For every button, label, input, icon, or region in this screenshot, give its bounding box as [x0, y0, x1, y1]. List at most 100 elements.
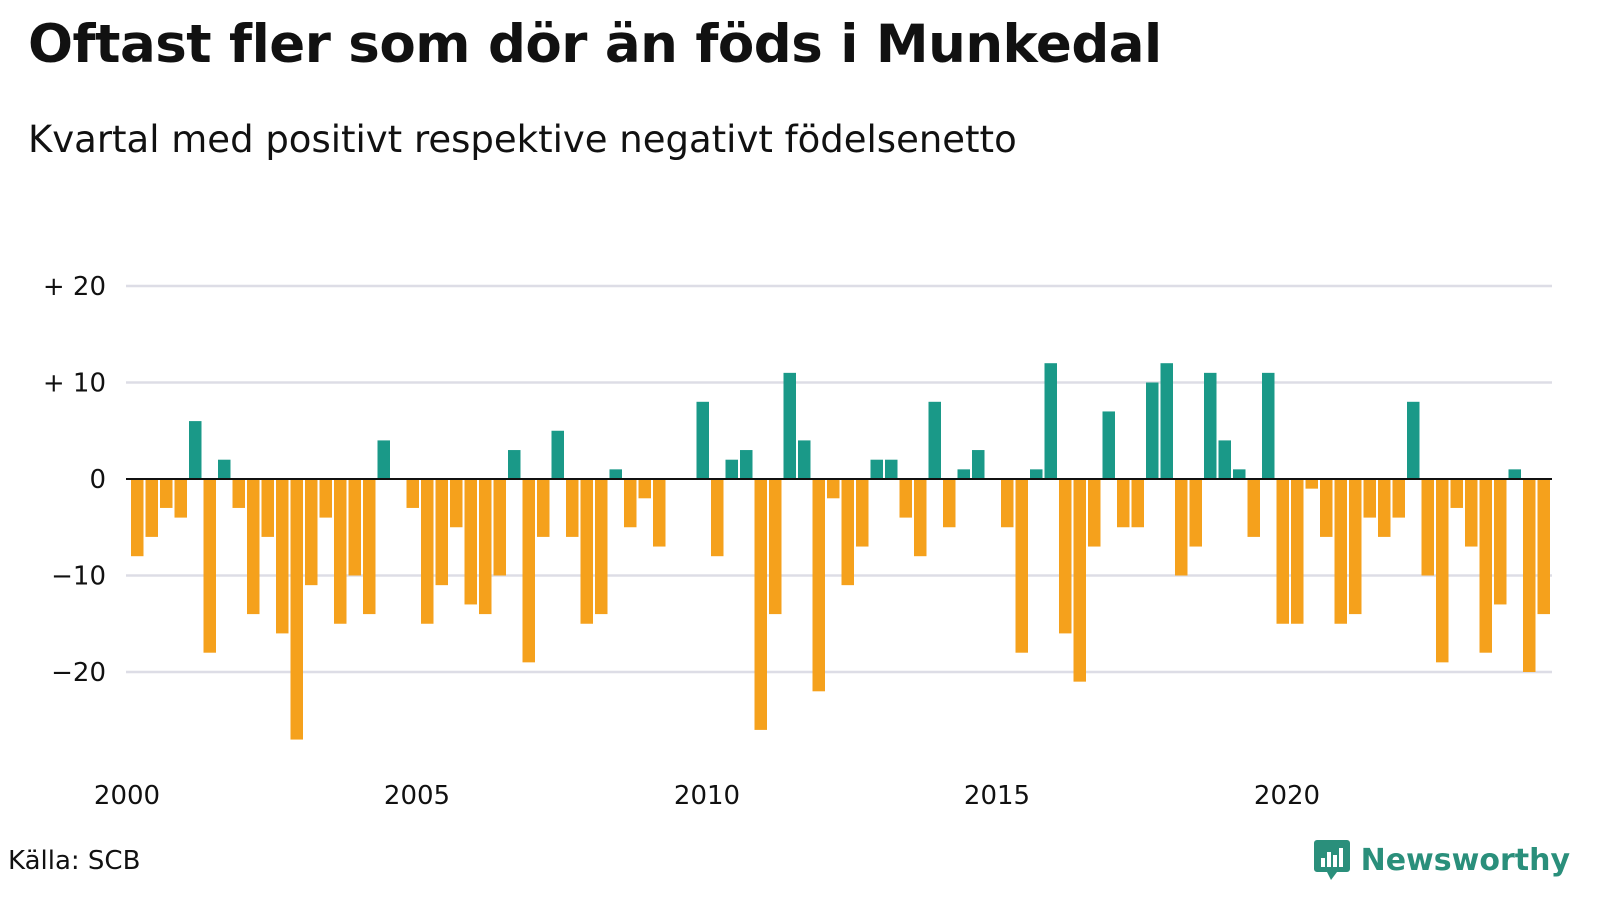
bar	[508, 450, 521, 479]
bar	[319, 479, 332, 518]
bar	[1305, 479, 1318, 489]
bar	[783, 372, 796, 479]
bar	[537, 479, 550, 537]
bar	[827, 479, 840, 499]
x-tick-label: 2000	[94, 781, 160, 811]
y-axis-ticks: + 20 + 10 0 −10 −20	[43, 272, 106, 688]
bar	[1392, 479, 1405, 518]
bar	[812, 479, 825, 692]
bar	[131, 479, 144, 557]
bar	[1334, 479, 1347, 624]
bar	[1233, 469, 1246, 479]
bar	[841, 479, 854, 586]
bar	[1160, 363, 1173, 479]
bar	[1363, 479, 1376, 518]
bar	[174, 479, 187, 518]
bar	[885, 459, 898, 479]
bar	[856, 479, 869, 547]
bar	[595, 479, 608, 615]
bar	[638, 479, 651, 499]
y-tick-label: + 20	[43, 272, 106, 302]
bar	[769, 479, 782, 615]
grid-lines	[126, 284, 1552, 674]
bar	[928, 401, 941, 479]
bar	[870, 459, 883, 479]
bar	[479, 479, 492, 615]
bar	[1073, 479, 1086, 682]
x-tick-label: 2015	[964, 781, 1030, 811]
bar	[943, 479, 956, 528]
bar	[1088, 479, 1101, 547]
bar	[493, 479, 506, 576]
bar	[1494, 479, 1507, 605]
bar	[1102, 411, 1115, 479]
bar	[696, 401, 709, 479]
bar	[1146, 382, 1159, 479]
bar	[1175, 479, 1188, 576]
bar	[972, 450, 985, 479]
y-tick-label: 0	[89, 465, 106, 495]
bar	[247, 479, 260, 615]
brand: Newsworthy	[1313, 838, 1570, 882]
bar	[740, 450, 753, 479]
bar	[1262, 372, 1275, 479]
bar	[261, 479, 274, 537]
bar	[363, 479, 376, 615]
bar	[1523, 479, 1536, 672]
bar	[464, 479, 477, 605]
bar	[421, 479, 434, 624]
brand-name: Newsworthy	[1360, 842, 1570, 878]
bar	[1218, 440, 1231, 479]
bar	[914, 479, 927, 557]
bar	[580, 479, 593, 624]
bar	[1131, 479, 1144, 528]
bar	[232, 479, 245, 508]
bar	[1001, 479, 1014, 528]
bar	[145, 479, 158, 537]
bar	[1059, 479, 1072, 634]
bar	[276, 479, 289, 634]
bar	[1044, 363, 1057, 479]
x-tick-label: 2020	[1254, 781, 1320, 811]
bar	[1421, 479, 1434, 576]
bar	[1204, 372, 1217, 479]
bar	[218, 459, 231, 479]
bar	[624, 479, 637, 528]
bar	[1189, 479, 1202, 547]
bar	[522, 479, 535, 663]
y-tick-label: −20	[51, 658, 106, 688]
bar	[160, 479, 173, 508]
bar	[653, 479, 666, 547]
bar	[1030, 469, 1043, 479]
bar	[1436, 479, 1449, 663]
bar	[406, 479, 419, 508]
y-tick-label: + 10	[43, 369, 106, 399]
bar	[609, 469, 622, 479]
bar	[1450, 479, 1463, 508]
bar	[1015, 479, 1028, 653]
bar	[725, 459, 738, 479]
bars	[131, 363, 1550, 740]
bar	[1276, 479, 1289, 624]
chart-title: Oftast fler som dör än föds i Munkedal	[28, 14, 1162, 75]
bar	[450, 479, 463, 528]
bar	[189, 421, 202, 479]
bar	[348, 479, 361, 576]
bar	[305, 479, 318, 586]
bar	[1320, 479, 1333, 537]
bar	[1508, 469, 1521, 479]
bar	[1117, 479, 1130, 528]
newsworthy-logo-icon	[1313, 840, 1350, 880]
bar	[551, 430, 564, 479]
bar	[203, 479, 216, 653]
bar	[334, 479, 347, 624]
bar	[1479, 479, 1492, 653]
bar	[290, 479, 303, 740]
bar	[566, 479, 579, 537]
bar	[1378, 479, 1391, 537]
source-note: Källa: SCB	[8, 846, 141, 876]
bar	[377, 440, 390, 479]
bar	[1349, 479, 1362, 615]
y-tick-label: −10	[51, 562, 106, 592]
bar	[957, 469, 970, 479]
